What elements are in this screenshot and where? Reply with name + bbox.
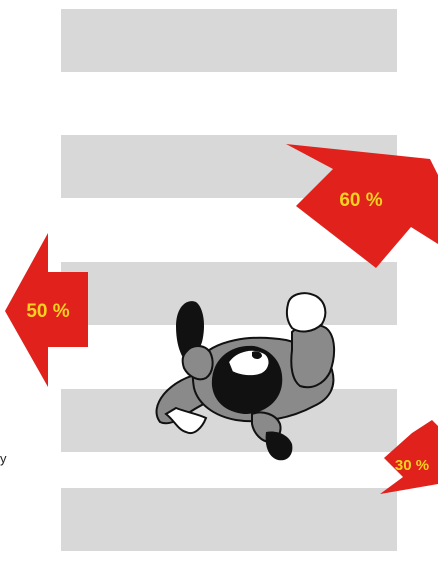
zebra-crossing [61,9,397,551]
arrow-label-30: 30 % [395,457,429,474]
arrow-up-right: 60 % [286,144,438,268]
edge-mark: y [0,451,7,466]
crossing-stripe [61,488,397,551]
arrow-label-50: 50 % [26,301,69,322]
crossing-stripe [61,262,397,325]
pedestrian-top-view-icon [155,292,336,461]
arrow-left: 50 % [5,233,88,387]
arrow-down-right: 30 % [380,420,438,494]
crossing-stripe [61,9,397,72]
arrow-label-60: 60 % [339,190,382,211]
